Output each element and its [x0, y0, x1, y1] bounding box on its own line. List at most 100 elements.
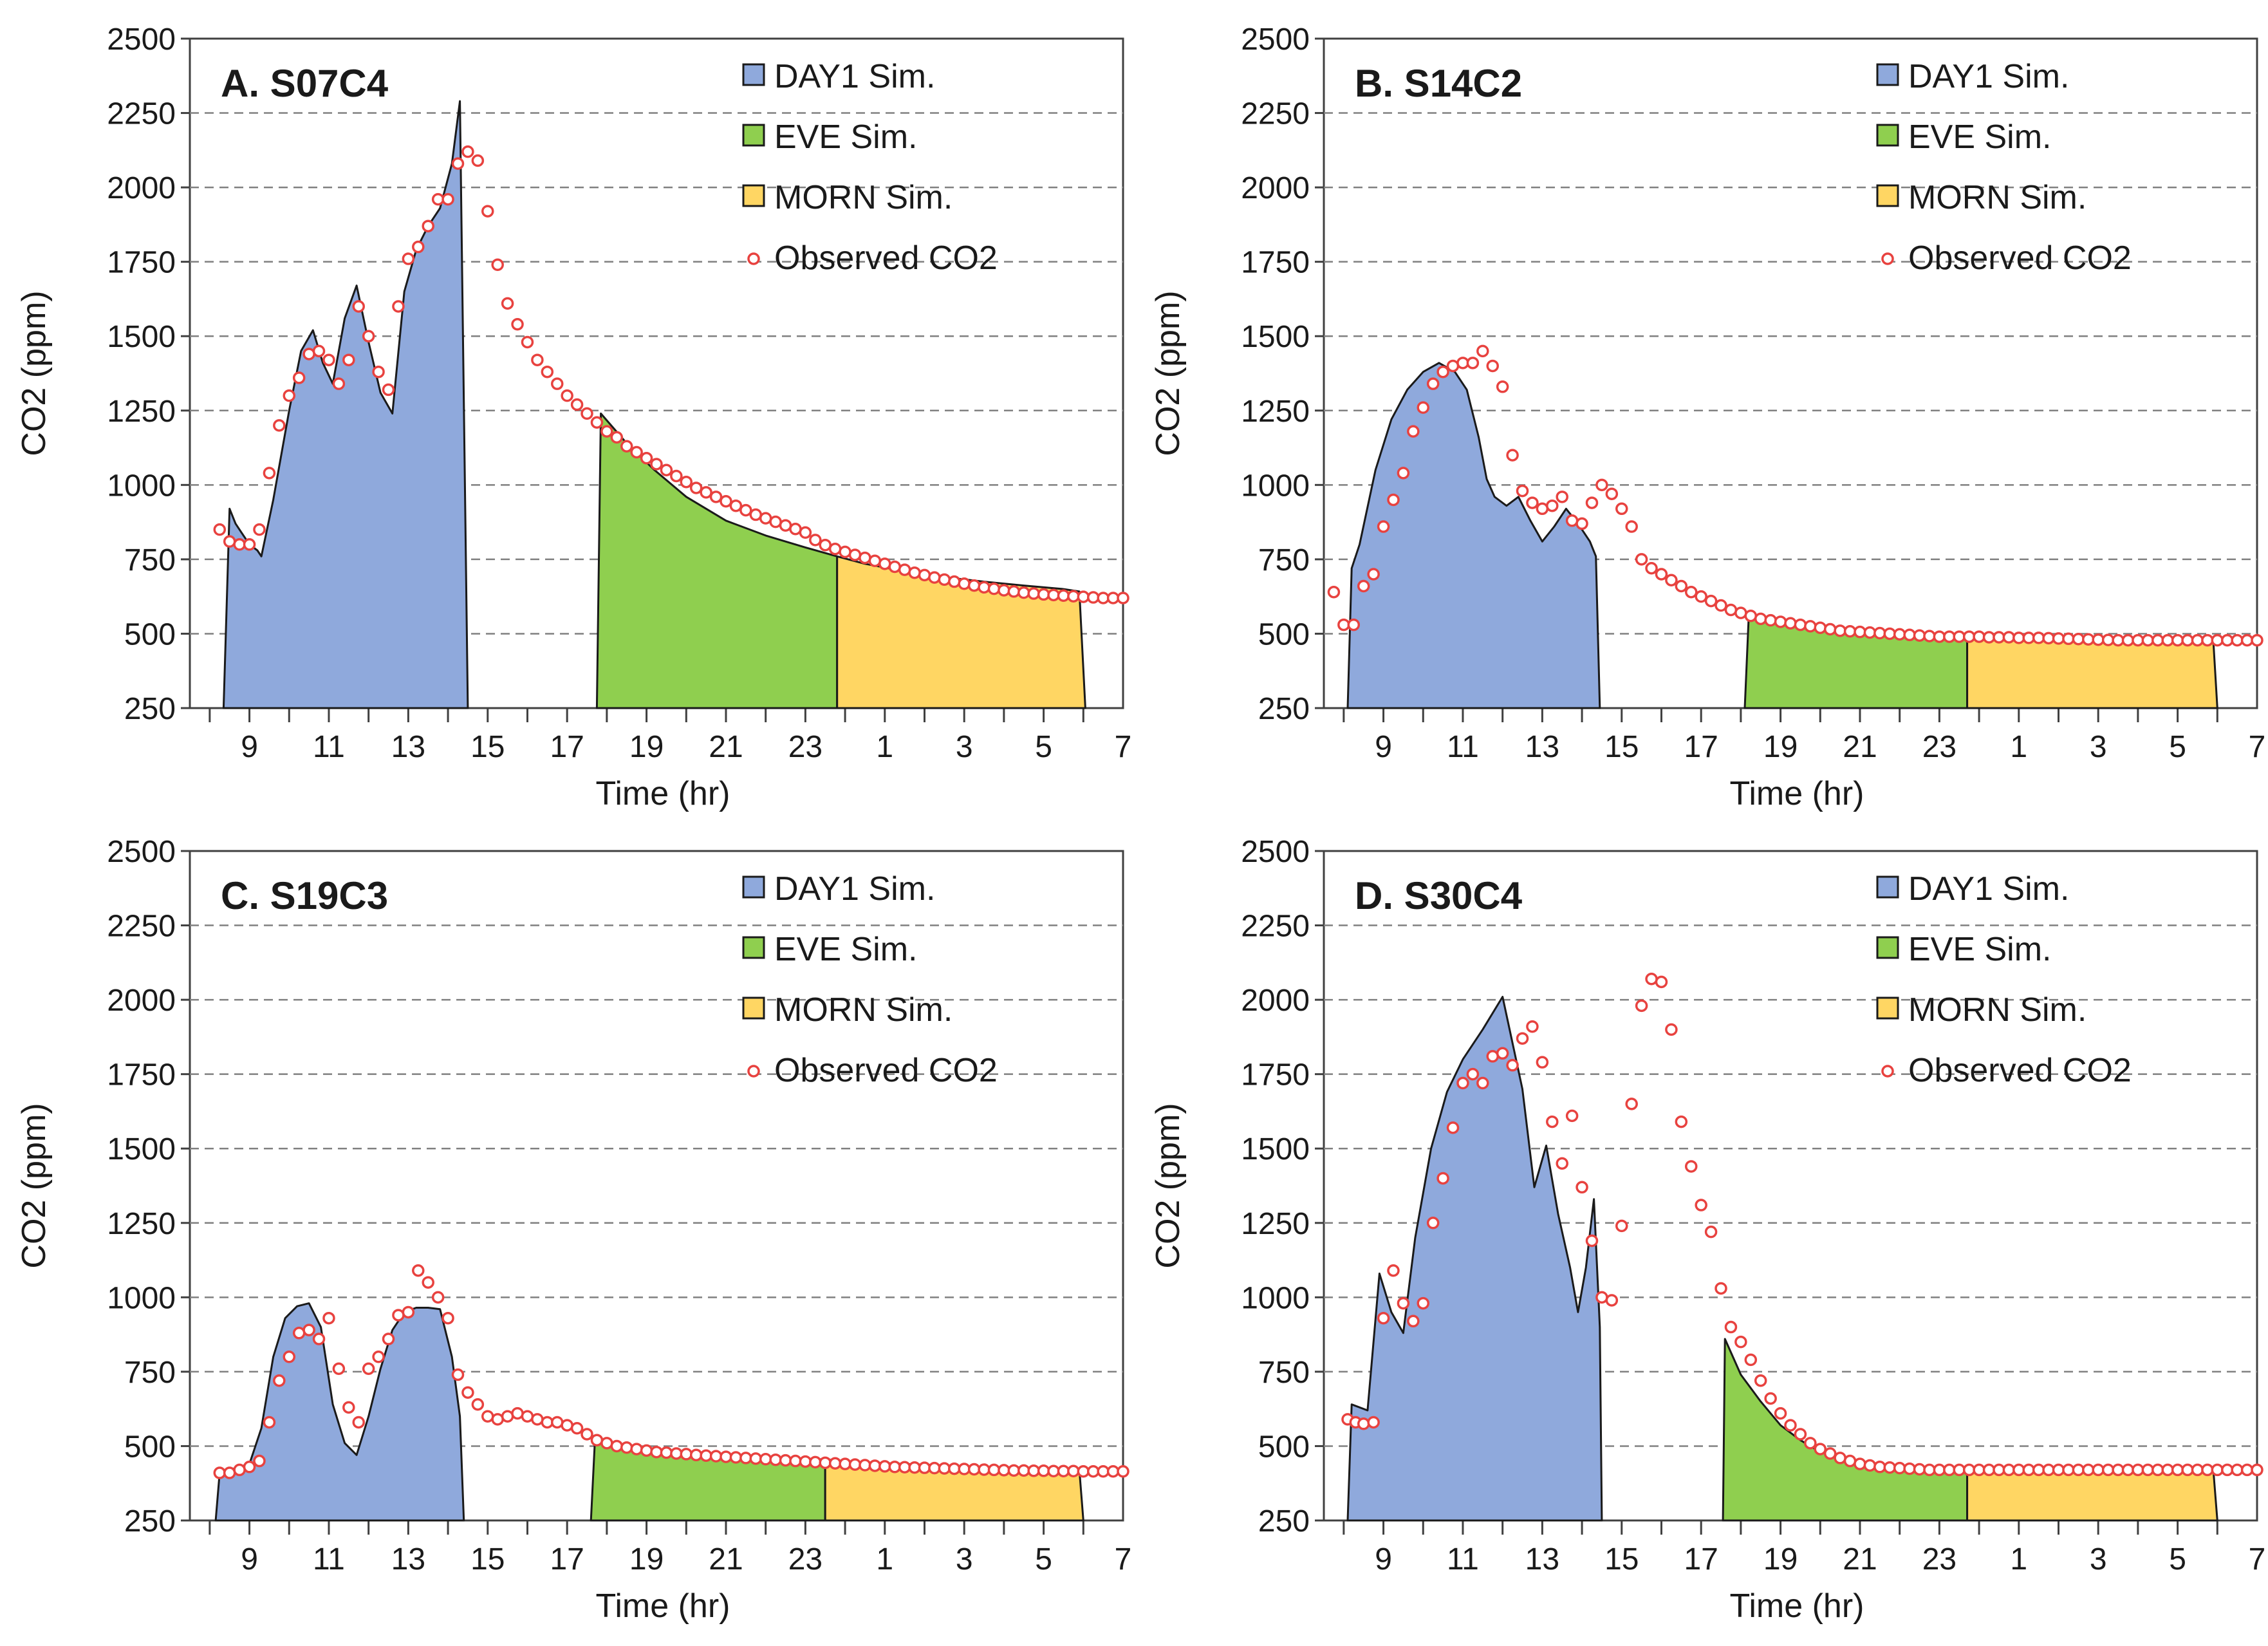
x-tick-label: 23 [1922, 1542, 1957, 1576]
observed-point [283, 389, 296, 402]
legend-label: EVE Sim. [1908, 118, 2052, 156]
observed-point [570, 398, 584, 411]
observed-point [739, 1452, 752, 1464]
observed-point [640, 1444, 653, 1457]
observed-point [2101, 633, 2115, 646]
observed-point [1106, 592, 1120, 604]
observed-point [2171, 633, 2184, 647]
observed-point [1854, 1457, 1866, 1470]
observed-point [1823, 1447, 1837, 1460]
observed-point [888, 560, 901, 574]
observed-point [273, 419, 286, 432]
observed-point [342, 353, 355, 366]
observed-point [1337, 618, 1350, 631]
observed-point [2101, 1463, 2115, 1477]
observed-point [600, 425, 613, 438]
observed-point [491, 258, 504, 272]
observed-point [1794, 1428, 1807, 1441]
observed-point [382, 1333, 395, 1345]
x-tick-label: 19 [629, 730, 664, 764]
x-tick-label: 21 [1843, 730, 1877, 764]
observed-point [1097, 1464, 1110, 1478]
observed-point [1585, 496, 1599, 509]
legend-label: DAY1 Sim. [774, 58, 935, 95]
legend-swatch [1876, 875, 1899, 899]
observed-point [1883, 627, 1897, 641]
observed-point [471, 154, 485, 167]
y-tick-label: 250 [124, 1504, 176, 1538]
observed-point [610, 1439, 624, 1453]
observed-point [1665, 1023, 1678, 1036]
observed-point [550, 1416, 564, 1429]
observed-point [1863, 626, 1877, 639]
observed-point [1764, 1392, 1777, 1405]
observed-point [213, 1466, 227, 1479]
observed-point [1476, 1076, 1489, 1090]
observed-point [1635, 553, 1648, 566]
observed-point [1086, 1464, 1100, 1478]
chart-title: D. S30C4 [1355, 874, 1523, 917]
observed-point [1962, 1463, 1976, 1477]
observed-point [1506, 1059, 1519, 1072]
observed-point [501, 1410, 514, 1423]
observed-point [223, 535, 236, 548]
observed-point [739, 503, 752, 517]
observed-point [1017, 586, 1030, 599]
observed-point [1496, 1047, 1509, 1060]
observed-point [859, 551, 871, 565]
observed-point [709, 1450, 723, 1463]
observed-point [243, 538, 256, 551]
observed-point [948, 575, 961, 588]
observed-point [878, 557, 891, 570]
observed-point [680, 1448, 693, 1461]
observed-point [1367, 1416, 1380, 1429]
chart-title: C. S19C3 [221, 874, 388, 917]
y-tick-label: 1500 [1241, 320, 1310, 354]
observed-point [1754, 1374, 1767, 1387]
observed-point [1993, 631, 2005, 644]
y-tick-label: 1750 [107, 246, 176, 280]
y-tick-label: 1500 [107, 1132, 176, 1166]
observed-point [521, 1410, 534, 1423]
observed-point [1486, 359, 1499, 373]
x-tick-label: 11 [1447, 1542, 1479, 1576]
observed-point [253, 523, 266, 536]
legend-swatch [742, 184, 765, 207]
legend-swatch [1876, 936, 1899, 959]
x-tick-label: 17 [1684, 730, 1718, 764]
legend-swatch [1876, 996, 1899, 1020]
observed-point [1605, 1294, 1619, 1307]
observed-point [541, 365, 554, 379]
observed-point [412, 240, 425, 254]
observed-point [332, 377, 346, 390]
observed-point [2251, 1463, 2263, 1477]
observed-point [1893, 628, 1906, 641]
observed-point [1526, 496, 1539, 509]
observed-point [392, 1309, 405, 1322]
x-tick-label: 3 [956, 1542, 973, 1576]
observed-point [759, 512, 772, 525]
observed-point [431, 1291, 445, 1304]
observed-point [1357, 579, 1370, 593]
observed-point [2112, 633, 2124, 647]
observed-point [2201, 1463, 2214, 1477]
observed-point [442, 192, 454, 206]
y-tick-label: 1750 [107, 1058, 176, 1092]
legend-swatch [742, 936, 765, 959]
observed-point [1027, 587, 1040, 600]
observed-point [1037, 1464, 1050, 1477]
observed-point [1982, 631, 1996, 644]
observed-point [372, 1351, 385, 1363]
observed-point [908, 566, 921, 579]
observed-point [590, 416, 604, 429]
observed-point [2191, 633, 2204, 647]
observed-point [1635, 999, 1648, 1013]
observed-point [1962, 630, 1976, 643]
legend-label: Observed CO2 [1908, 1052, 2132, 1089]
y-tick-label: 250 [124, 692, 176, 726]
observed-point [2002, 1463, 2016, 1477]
observed-point [859, 1459, 871, 1472]
observed-point [888, 1461, 901, 1473]
observed-point [720, 495, 732, 508]
